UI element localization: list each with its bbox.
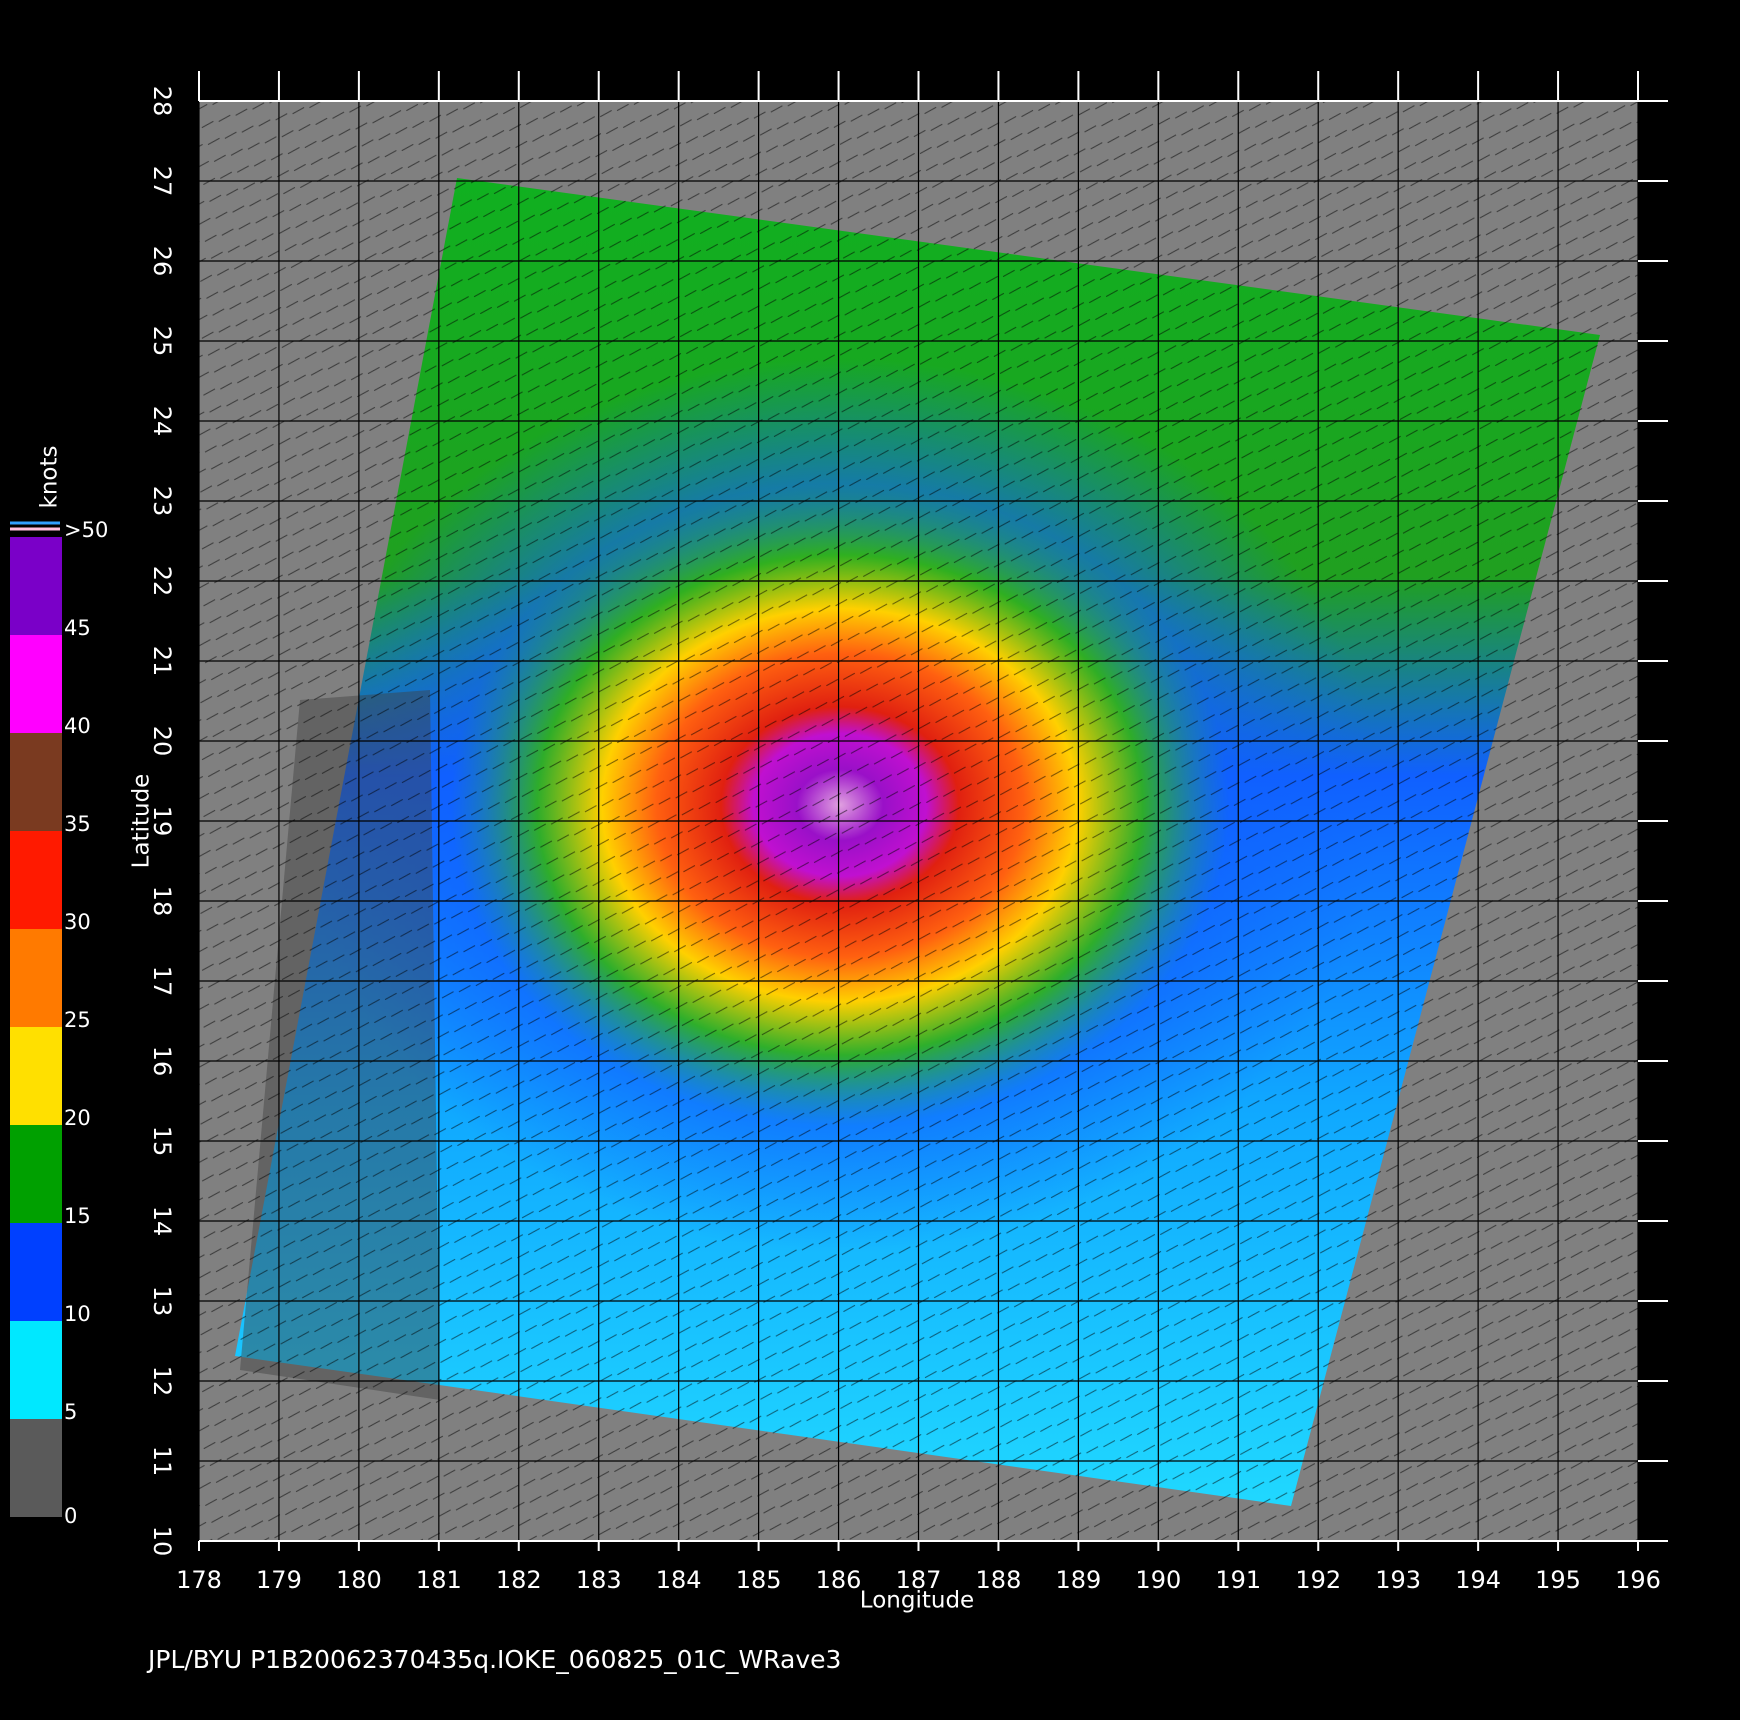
- y-tick-label: 16: [148, 1046, 176, 1077]
- x-tick-label: 189: [1055, 1566, 1101, 1594]
- y-tick-label: 23: [148, 486, 176, 517]
- y-tick-label: 14: [148, 1206, 176, 1237]
- axes: 178 179 180 181 182 183 184 185 186 187 188 189 190 1…: [10, 71, 1668, 1594]
- colorbar-tick-label: 30: [64, 910, 91, 934]
- colorbar-tick-label: >50: [64, 518, 108, 542]
- colorbar-segment: [10, 929, 62, 1027]
- x-tick-label: 179: [256, 1566, 302, 1594]
- y-tick-label: 12: [148, 1366, 176, 1397]
- x-tick-label: 185: [736, 1566, 782, 1594]
- y-tick-label: 21: [148, 646, 176, 677]
- colorbar-segment: [10, 537, 62, 635]
- x-tick-label: 178: [176, 1566, 222, 1594]
- x-tick-label: 181: [416, 1566, 462, 1594]
- y-tick-label: 24: [148, 406, 176, 437]
- x-tick-label: 192: [1295, 1566, 1341, 1594]
- x-tick-label: 183: [576, 1566, 622, 1594]
- colorbar-tick-label: 0: [64, 1504, 77, 1528]
- y-tick-label: 19: [148, 806, 176, 837]
- x-tick-label: 182: [496, 1566, 542, 1594]
- colorbar-tick-label: 45: [64, 616, 91, 640]
- y-tick-label: 27: [148, 166, 176, 197]
- colorbar-tick-label: 25: [64, 1008, 91, 1032]
- footer: JPL/BYU P1B20062370435q.IOKE_060825_01C_…: [146, 1645, 841, 1674]
- colorbar-tick-label: 15: [64, 1204, 91, 1228]
- y-tick-label: 22: [148, 566, 176, 597]
- y-tick-label: 25: [148, 326, 176, 357]
- y-tick-label: 20: [148, 726, 176, 757]
- y-tick-label: 18: [148, 886, 176, 917]
- x-tick-label: 191: [1215, 1566, 1261, 1594]
- colorbar-segment: [10, 1125, 62, 1223]
- colorbar-tick-label: 20: [64, 1106, 91, 1130]
- colorbar-segment: [10, 1321, 62, 1419]
- colorbar-tick-label: 40: [64, 714, 91, 738]
- colorbar-tick-label: 10: [64, 1302, 91, 1326]
- y-axis-label: Latitude: [129, 774, 155, 869]
- x-tick-label: 193: [1375, 1566, 1421, 1594]
- y-tick-label: 13: [148, 1286, 176, 1317]
- x-tick-label: 184: [656, 1566, 702, 1594]
- x-tick-label: 188: [976, 1566, 1022, 1594]
- colorbar-segment: [10, 831, 62, 929]
- x-tick-label: 180: [336, 1566, 382, 1594]
- colorbar-segment: [10, 1419, 62, 1517]
- x-tick-label: 190: [1135, 1566, 1181, 1594]
- y-tick-label: 10: [148, 1526, 176, 1557]
- x-tick-label: 194: [1455, 1566, 1501, 1594]
- colorbar-label: knots: [37, 446, 63, 509]
- x-tick-label: 186: [816, 1566, 862, 1594]
- x-tick-label: 187: [896, 1566, 942, 1594]
- y-tick-label: 28: [148, 86, 176, 117]
- colorbar-segment: [10, 1027, 62, 1125]
- colorbar-tick-label: 5: [64, 1400, 77, 1424]
- colorbar-tick-label: 35: [64, 812, 91, 836]
- y-tick-label: 15: [148, 1126, 176, 1157]
- colorbar-segment: [10, 733, 62, 831]
- x-axis-label: Longitude: [860, 1588, 974, 1614]
- wind-swath: [199, 101, 1638, 1541]
- colorbar-segment: [10, 1223, 62, 1321]
- y-tick-label: 26: [148, 246, 176, 277]
- x-tick-label: 195: [1535, 1566, 1581, 1594]
- x-tick-label: 196: [1615, 1566, 1661, 1594]
- y-tick-label: 11: [148, 1446, 176, 1477]
- colorbar-segment: [10, 635, 62, 733]
- y-tick-label: 17: [148, 966, 176, 997]
